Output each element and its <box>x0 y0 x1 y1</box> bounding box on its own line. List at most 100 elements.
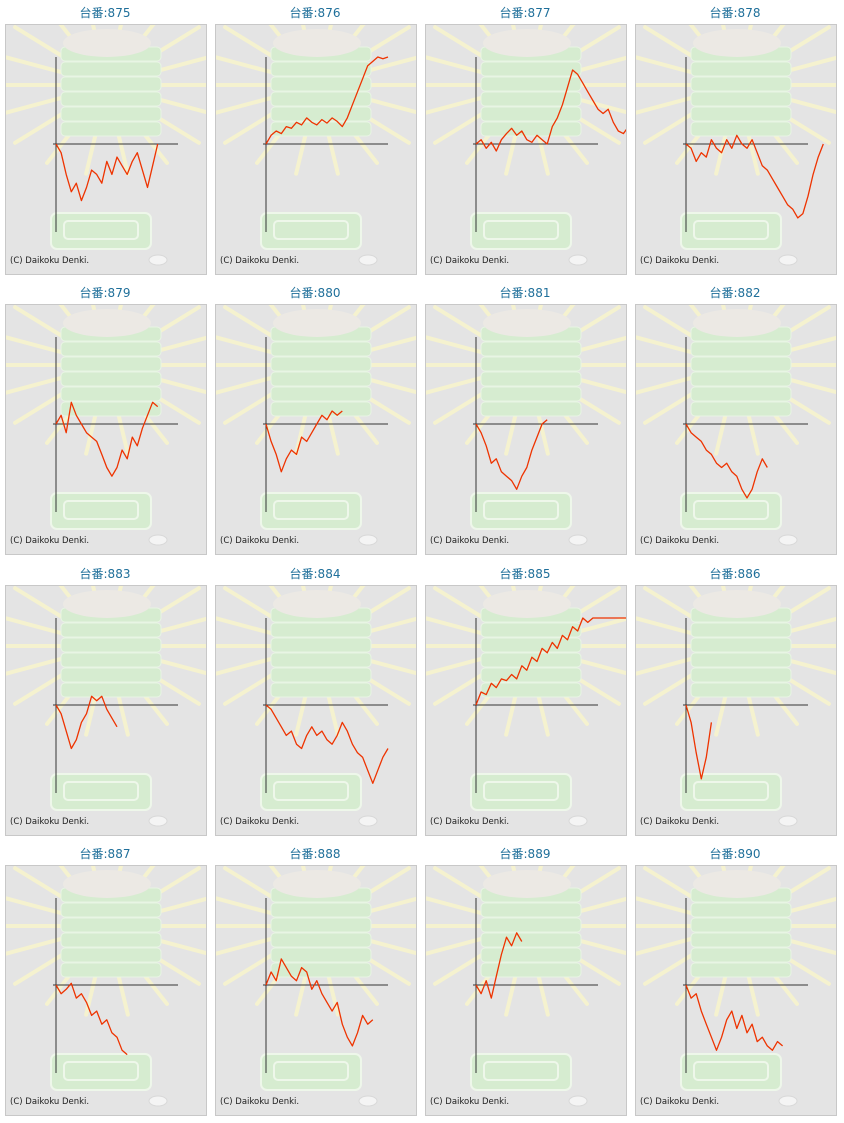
machine-number-link[interactable]: 台番:882 <box>709 286 761 300</box>
chart-panel: (C) Daikoku Denki. <box>215 304 417 555</box>
machine-number-link[interactable]: 台番:879 <box>79 286 131 300</box>
copyright-text: (C) Daikoku Denki. <box>640 817 720 827</box>
series-line <box>685 984 784 1051</box>
copyright-text: (C) Daikoku Denki. <box>220 817 300 827</box>
slump-chart <box>636 866 836 1107</box>
series-line <box>55 982 128 1056</box>
chart-panel: (C) Daikoku Denki. <box>635 865 837 1116</box>
series-line <box>55 143 159 202</box>
machine-chart-card: 台番:875 (C) Daikoku Denki. <box>0 0 210 280</box>
machine-chart-card: 台番:880 (C) Daikoku Denki. <box>210 280 420 560</box>
copyright-text: (C) Daikoku Denki. <box>10 256 90 266</box>
background-decoration <box>216 305 416 546</box>
machine-chart-card: 台番:878 (C) Daikoku Denki. <box>630 0 840 280</box>
chart-panel: (C) Daikoku Denki. <box>5 865 207 1116</box>
background-decoration <box>216 586 416 827</box>
copyright-text: (C) Daikoku Denki. <box>220 1097 300 1107</box>
machine-number-link[interactable]: 台番:884 <box>289 567 341 581</box>
slump-chart <box>426 305 626 546</box>
machine-chart-card: 台番:887 (C) Daikoku Denki. <box>0 841 210 1121</box>
machine-number-link[interactable]: 台番:880 <box>289 286 341 300</box>
series-line <box>265 704 389 784</box>
machine-chart-card: 台番:882 (C) Daikoku Denki. <box>630 280 840 560</box>
series-line <box>685 423 768 499</box>
copyright-text: (C) Daikoku Denki. <box>10 536 90 546</box>
machine-chart-card: 台番:890 (C) Daikoku Denki. <box>630 841 840 1121</box>
slump-chart <box>6 586 206 827</box>
background-decoration <box>6 25 206 266</box>
copyright-text: (C) Daikoku Denki. <box>220 256 300 266</box>
series-line <box>55 401 159 477</box>
series-line <box>475 932 523 999</box>
slump-chart <box>636 305 836 546</box>
copyright-text: (C) Daikoku Denki. <box>10 817 90 827</box>
background-decoration <box>636 25 836 266</box>
machine-number-link[interactable]: 台番:889 <box>499 847 551 861</box>
machine-number-link[interactable]: 台番:881 <box>499 286 551 300</box>
background-decoration <box>216 25 416 266</box>
series-line <box>475 419 548 490</box>
machine-number-link[interactable]: 台番:877 <box>499 6 551 20</box>
machine-number-link[interactable]: 台番:886 <box>709 567 761 581</box>
series-line <box>265 56 389 145</box>
slump-chart <box>426 586 626 827</box>
slump-chart <box>216 866 416 1107</box>
background-decoration <box>636 586 836 827</box>
chart-panel: (C) Daikoku Denki. <box>5 304 207 555</box>
chart-panel: (C) Daikoku Denki. <box>215 865 417 1116</box>
background-decoration <box>426 586 626 827</box>
slump-chart <box>6 866 206 1107</box>
chart-panel: (C) Daikoku Denki. <box>425 585 627 836</box>
machine-chart-card: 台番:879 (C) Daikoku Denki. <box>0 280 210 560</box>
copyright-text: (C) Daikoku Denki. <box>220 536 300 546</box>
machine-chart-card: 台番:889 (C) Daikoku Denki. <box>420 841 630 1121</box>
slump-chart <box>426 25 626 266</box>
background-decoration <box>426 25 626 266</box>
copyright-text: (C) Daikoku Denki. <box>430 536 510 546</box>
copyright-text: (C) Daikoku Denki. <box>640 536 720 546</box>
background-decoration <box>426 305 626 546</box>
machine-number-link[interactable]: 台番:878 <box>709 6 761 20</box>
slump-chart <box>636 25 836 266</box>
machine-chart-card: 台番:886 (C) Daikoku Denki. <box>630 561 840 841</box>
chart-panel: (C) Daikoku Denki. <box>215 24 417 275</box>
machine-number-link[interactable]: 台番:876 <box>289 6 341 20</box>
machine-chart-card: 台番:881 (C) Daikoku Denki. <box>420 280 630 560</box>
machine-number-link[interactable]: 台番:885 <box>499 567 551 581</box>
background-decoration <box>636 866 836 1107</box>
copyright-text: (C) Daikoku Denki. <box>430 256 510 266</box>
background-decoration <box>216 866 416 1107</box>
chart-panel: (C) Daikoku Denki. <box>635 24 837 275</box>
slump-chart <box>216 25 416 266</box>
series-line <box>685 134 824 219</box>
chart-panel: (C) Daikoku Denki. <box>635 304 837 555</box>
background-decoration <box>636 305 836 546</box>
slump-chart <box>636 586 836 827</box>
machine-chart-card: 台番:884 (C) Daikoku Denki. <box>210 561 420 841</box>
machine-number-link[interactable]: 台番:890 <box>709 847 761 861</box>
slump-chart <box>6 305 206 546</box>
series-line <box>265 410 343 473</box>
machine-chart-card: 台番:888 (C) Daikoku Denki. <box>210 841 420 1121</box>
background-decoration <box>6 305 206 546</box>
chart-panel: (C) Daikoku Denki. <box>5 24 207 275</box>
chart-panel: (C) Daikoku Denki. <box>635 585 837 836</box>
machine-number-link[interactable]: 台番:887 <box>79 847 131 861</box>
copyright-text: (C) Daikoku Denki. <box>430 1097 510 1107</box>
copyright-text: (C) Daikoku Denki. <box>640 256 720 266</box>
copyright-text: (C) Daikoku Denki. <box>430 817 510 827</box>
chart-panel: (C) Daikoku Denki. <box>215 585 417 836</box>
series-line <box>265 958 374 1047</box>
machine-chart-card: 台番:883 (C) Daikoku Denki. <box>0 561 210 841</box>
machine-number-link[interactable]: 台番:883 <box>79 567 131 581</box>
copyright-text: (C) Daikoku Denki. <box>640 1097 720 1107</box>
machine-chart-card: 台番:885 (C) Daikoku Denki. <box>420 561 630 841</box>
machine-number-link[interactable]: 台番:875 <box>79 6 131 20</box>
series-line <box>475 617 626 706</box>
machine-chart-card: 台番:877 (C) Daikoku Denki. <box>420 0 630 280</box>
machine-number-link[interactable]: 台番:888 <box>289 847 341 861</box>
series-line <box>475 69 626 152</box>
slump-chart <box>6 25 206 266</box>
chart-panel: (C) Daikoku Denki. <box>425 24 627 275</box>
